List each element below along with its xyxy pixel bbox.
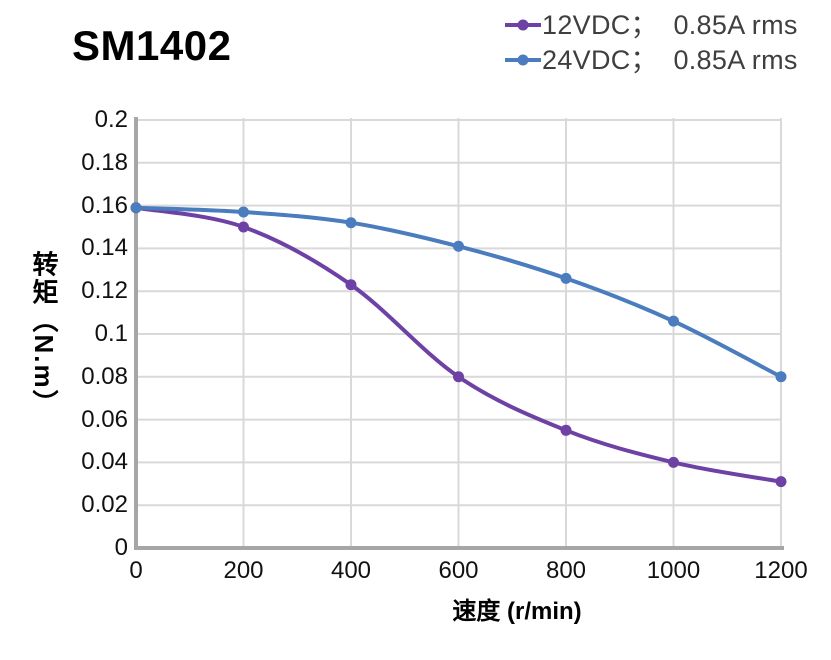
legend-item: 24VDC； 0.85A rms [504,45,798,75]
legend-label-12vdc: 12VDC； 0.85A rms [542,10,798,40]
y-tick-label: 0.14 [81,234,128,262]
data-point [238,221,249,233]
x-tick-label: 600 [438,557,479,584]
data-point [775,371,787,383]
data-point [345,279,357,291]
data-point [560,424,572,436]
chart-title: SM1402 [72,22,232,69]
y-tick-label: 0.12 [81,277,128,305]
y-tick-label: 0.08 [81,362,128,390]
y-tick-label: 0.02 [81,491,128,519]
data-point [130,202,142,214]
data-point [453,240,464,252]
legend-marker-12vdc-icon [505,19,541,31]
x-axis-title: 速度 (r/min) [452,598,582,625]
y-axis-title: 转矩（N.m） [29,250,59,418]
legend-label-24vdc: 24VDC； 0.85A rms [542,45,798,75]
data-point [668,456,679,468]
y-tick-label: 0.06 [81,405,128,433]
legend-item: 12VDC； 0.85A rms [504,10,798,40]
x-tick-label: 800 [545,557,587,584]
y-tick-label: 0.1 [94,320,128,347]
data-point [238,206,249,218]
x-tick-label: 1000 [646,557,701,584]
data-point [560,272,572,284]
data-point [345,217,357,229]
legend-marker-24vdc-icon [505,54,541,66]
x-tick-label: 400 [330,557,372,584]
y-tick-label: 0.04 [81,448,128,476]
y-tick-label: 0.18 [81,148,128,176]
y-tick-label: 0.2 [94,106,128,133]
data-point [453,371,464,383]
y-tick-label: 0 [114,534,128,561]
data-point [775,476,787,488]
x-tick-label: 0 [129,557,143,584]
legend: 12VDC； 0.85A rms 24VDC； 0.85A rms [504,10,798,75]
x-tick-label: 200 [223,557,264,584]
data-point [668,315,679,327]
x-tick-label: 1200 [754,557,808,584]
y-tick-label: 0.16 [81,191,128,219]
